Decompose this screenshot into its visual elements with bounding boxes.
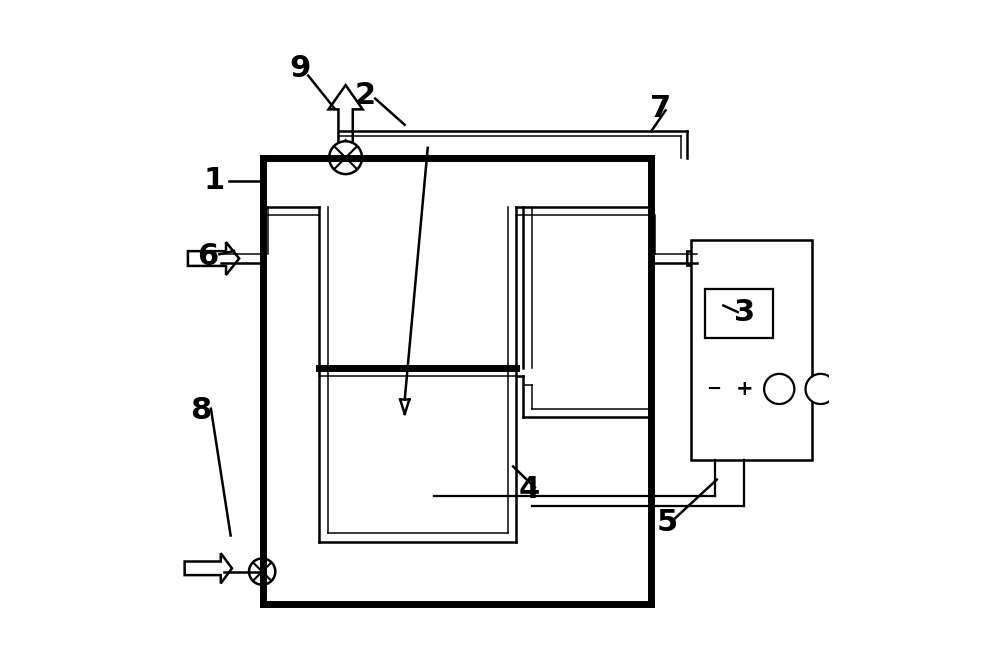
Circle shape <box>764 374 794 404</box>
Circle shape <box>249 558 275 585</box>
Text: 8: 8 <box>190 396 212 425</box>
Text: 3: 3 <box>734 298 756 327</box>
Text: −: − <box>707 380 722 398</box>
Text: 2: 2 <box>355 81 376 110</box>
Bar <box>705 289 773 338</box>
Text: 5: 5 <box>657 508 678 537</box>
Text: 4: 4 <box>519 475 540 504</box>
Bar <box>691 240 812 460</box>
Polygon shape <box>687 243 735 275</box>
Polygon shape <box>185 553 232 583</box>
Polygon shape <box>329 85 363 143</box>
Text: 1: 1 <box>204 166 225 195</box>
Circle shape <box>806 374 836 404</box>
Text: 6: 6 <box>197 242 218 271</box>
Text: 9: 9 <box>289 55 310 83</box>
Polygon shape <box>332 141 360 156</box>
Text: 7: 7 <box>650 94 672 123</box>
Circle shape <box>329 141 362 174</box>
Text: +: + <box>736 379 753 399</box>
Polygon shape <box>188 242 239 275</box>
